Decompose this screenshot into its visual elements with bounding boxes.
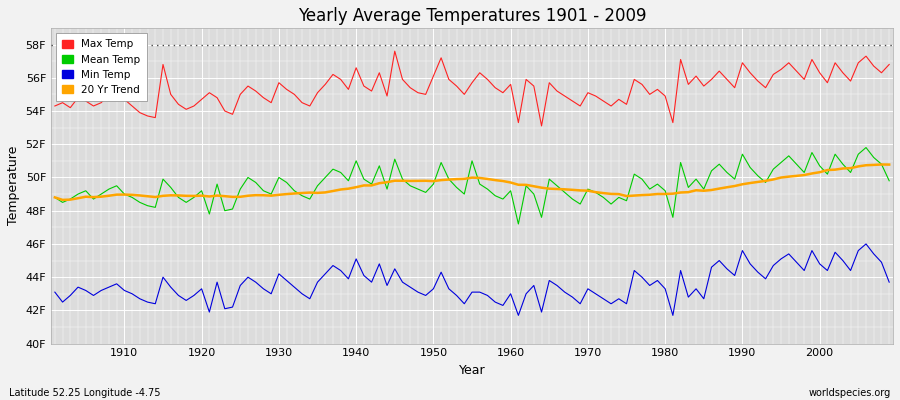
Title: Yearly Average Temperatures 1901 - 2009: Yearly Average Temperatures 1901 - 2009 [298, 7, 646, 25]
Y-axis label: Temperature: Temperature [7, 146, 20, 226]
X-axis label: Year: Year [459, 364, 485, 377]
Legend: Max Temp, Mean Temp, Min Temp, 20 Yr Trend: Max Temp, Mean Temp, Min Temp, 20 Yr Tre… [56, 33, 147, 101]
Text: Latitude 52.25 Longitude -4.75: Latitude 52.25 Longitude -4.75 [9, 388, 160, 398]
Text: worldspecies.org: worldspecies.org [809, 388, 891, 398]
